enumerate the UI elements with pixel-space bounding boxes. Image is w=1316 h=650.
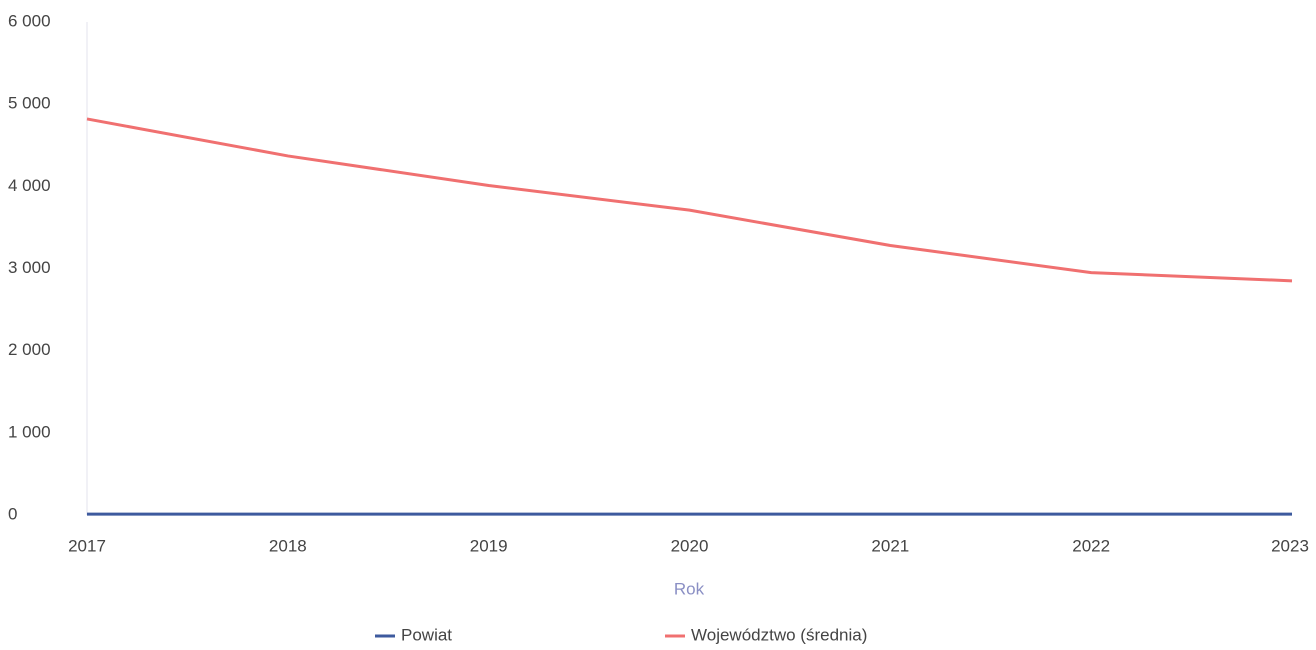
x-tick-label: 2020 bbox=[671, 536, 709, 555]
x-tick-label: 2017 bbox=[68, 536, 106, 555]
y-tick-label: 4 000 bbox=[8, 176, 51, 195]
legend-label: Województwo (średnia) bbox=[691, 625, 867, 644]
y-tick-label: 0 bbox=[8, 504, 17, 523]
legend-label: Powiat bbox=[401, 625, 452, 644]
y-tick-label: 5 000 bbox=[8, 94, 51, 113]
x-axis-title: Rok bbox=[674, 579, 705, 598]
y-tick-label: 2 000 bbox=[8, 340, 51, 359]
x-tick-label: 2021 bbox=[871, 536, 909, 555]
x-tick-label: 2018 bbox=[269, 536, 307, 555]
y-tick-label: 3 000 bbox=[8, 258, 51, 277]
x-tick-label: 2019 bbox=[470, 536, 508, 555]
x-tick-label: 2023 bbox=[1271, 536, 1309, 555]
series-line bbox=[86, 117, 1293, 283]
y-tick-label: 6 000 bbox=[8, 11, 51, 30]
x-tick-label: 2022 bbox=[1072, 536, 1110, 555]
y-tick-label: 1 000 bbox=[8, 422, 51, 441]
